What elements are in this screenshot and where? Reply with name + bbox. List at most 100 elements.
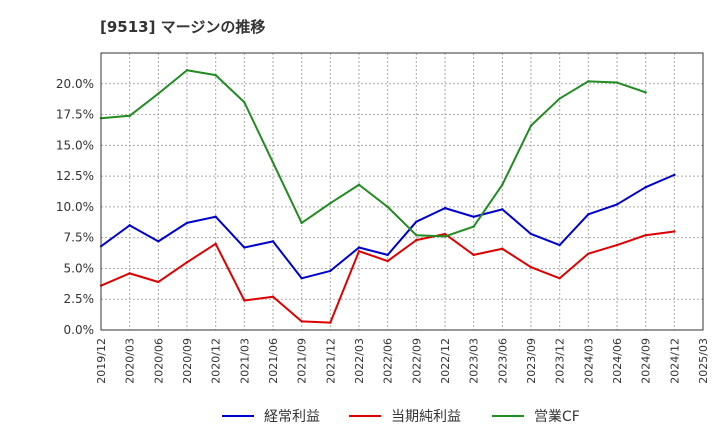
legend-label-touki: 当期純利益 [391, 409, 461, 425]
y-tick-label: 0.0% [64, 323, 95, 337]
data-point [415, 234, 418, 237]
x-tick-label: 2024/06 [611, 338, 624, 384]
x-tick-label: 2021/09 [296, 338, 309, 384]
data-point [300, 277, 303, 280]
x-tick-label: 2019/12 [95, 338, 108, 384]
data-point [271, 161, 275, 164]
data-point [615, 203, 619, 206]
x-tick-label: 2022/12 [439, 338, 452, 384]
data-point [529, 124, 533, 127]
x-tick-label: 2021/06 [267, 338, 280, 384]
x-tick-label: 2021/03 [238, 338, 251, 384]
y-tick-label: 7.5% [64, 231, 95, 245]
x-tick-label: 2023/06 [496, 338, 509, 384]
data-point [329, 321, 332, 324]
data-point [615, 81, 619, 84]
y-tick-label: 15.0% [56, 138, 94, 152]
label-layer: 0.0% 2.5% 5.0% 7.5% 10.0% 12.5% 15.0% 17.5% 20.0… [56, 77, 710, 384]
legend-label-eigyo-cf: 営業CF [534, 409, 580, 425]
data-point [587, 80, 590, 83]
x-tick-label: 2022/09 [410, 338, 423, 384]
y-tick-label: 12.5% [56, 169, 94, 183]
data-point [128, 224, 131, 227]
plot-background [101, 53, 703, 330]
legend: 経常利益 当期純利益 営業CF [0, 404, 720, 428]
data-point [644, 185, 647, 189]
data-point [443, 232, 447, 236]
x-tick-label: 2020/12 [210, 338, 223, 384]
data-point [472, 215, 475, 218]
legend-label-keijo: 経常利益 [264, 409, 320, 425]
data-point [329, 201, 332, 205]
data-point [644, 91, 647, 94]
legend-swatch-eigyo-cf [492, 415, 524, 417]
y-tick-label: 10.0% [56, 200, 94, 214]
data-point [615, 243, 619, 247]
legend-item-keijo: 経常利益 [222, 404, 320, 428]
x-tick-label: 2022/06 [382, 338, 395, 384]
data-point [357, 250, 361, 253]
data-point [415, 238, 418, 242]
data-point [673, 173, 676, 177]
data-point [558, 277, 561, 280]
data-point [243, 246, 246, 249]
y-tick-label: 5.0% [64, 261, 95, 275]
data-point [271, 295, 275, 298]
x-tick-label: 2021/12 [324, 338, 337, 384]
data-point [214, 242, 217, 246]
data-point [443, 235, 447, 238]
data-point [558, 243, 561, 247]
data-point [386, 205, 389, 209]
x-tick-label: 2020/06 [152, 338, 165, 384]
chart-title: [9513] マージンの推移 [100, 18, 266, 36]
x-tick-label: 2023/09 [525, 338, 538, 384]
data-point [157, 280, 160, 284]
data-point [300, 221, 303, 225]
data-point [415, 220, 418, 223]
y-tick-label: 17.5% [56, 108, 94, 122]
legend-swatch-keijo [222, 415, 254, 417]
legend-item-touki: 当期純利益 [349, 404, 461, 428]
data-point [558, 97, 561, 100]
series-layer [99, 69, 676, 324]
data-point [529, 266, 533, 269]
x-tick-label: 2024/12 [668, 338, 681, 384]
x-tick-label: 2024/03 [582, 338, 595, 384]
x-tick-label: 2024/09 [640, 338, 653, 384]
data-point [472, 253, 475, 257]
data-point [587, 252, 590, 255]
x-tick-label: 2020/03 [124, 338, 137, 384]
y-tick-label: 2.5% [64, 292, 95, 306]
data-point [644, 234, 647, 237]
data-point [386, 253, 389, 257]
data-point [185, 221, 189, 225]
plot-frame [100, 52, 704, 331]
data-point [214, 73, 217, 77]
data-point [529, 232, 533, 236]
data-point [128, 272, 131, 275]
x-tick-label: 2023/03 [468, 338, 481, 384]
data-point [157, 240, 160, 243]
data-point [386, 259, 389, 263]
data-point [243, 299, 246, 302]
data-point [329, 269, 332, 273]
data-point [673, 230, 676, 233]
x-tick-label: 2025/03 [697, 338, 710, 384]
data-point [214, 215, 217, 218]
data-point [501, 208, 504, 211]
series-line-2 [100, 69, 646, 238]
x-tick-label: 2020/09 [181, 338, 194, 384]
data-point [300, 320, 303, 323]
data-point [157, 92, 160, 95]
data-point [185, 261, 189, 264]
x-tick-label: 2023/12 [554, 338, 567, 384]
legend-item-eigyo-cf: 営業CF [492, 404, 580, 428]
data-point [243, 101, 246, 104]
data-point [357, 183, 361, 186]
data-point [472, 225, 475, 228]
data-point [443, 206, 447, 210]
data-point [501, 247, 504, 250]
y-tick-label: 20.0% [56, 77, 94, 91]
data-point [587, 213, 590, 216]
